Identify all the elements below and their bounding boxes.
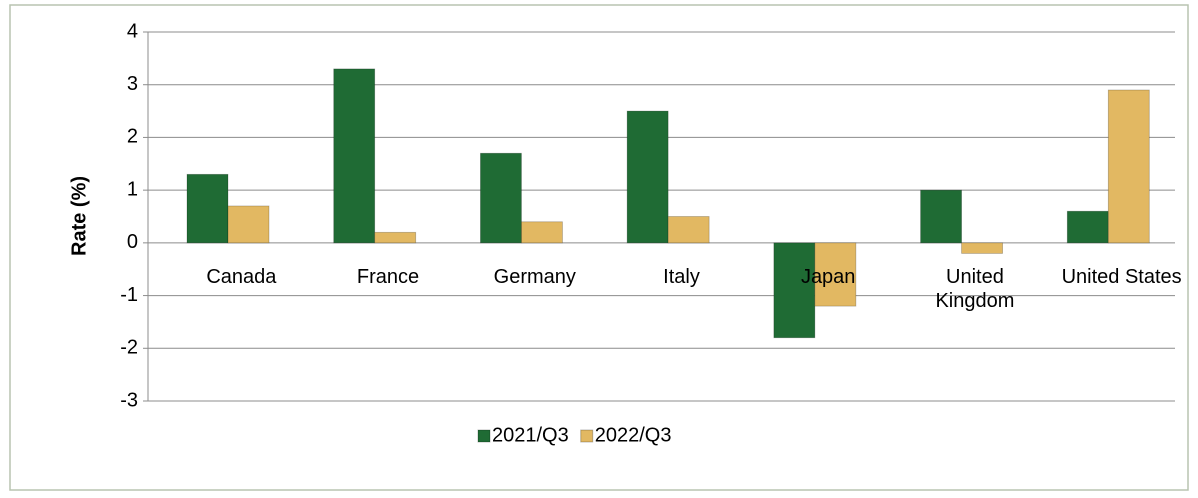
bar (920, 189, 962, 244)
y-tick-label: 2 (127, 126, 138, 148)
bar (521, 221, 563, 244)
y-tick-label: 1 (127, 178, 138, 200)
x-tick-label: United Kingdom (935, 265, 1015, 312)
bar (667, 216, 710, 244)
y-tick-label: -1 (120, 284, 138, 306)
y-tick-label: 0 (127, 231, 138, 253)
x-tick-label: Canada (206, 265, 277, 288)
x-tick-label: United States (1061, 265, 1182, 288)
x-tick-label: France (356, 265, 420, 288)
bar (1066, 210, 1109, 244)
bar (227, 205, 270, 244)
bar (961, 242, 1003, 254)
y-tick-label: -2 (120, 337, 138, 359)
y-axis-label: Rate (%) (68, 176, 90, 256)
bar (1107, 89, 1150, 244)
y-tick-label: -3 (120, 389, 138, 411)
x-tick-label: Japan (800, 265, 856, 288)
x-tick-label: Germany (493, 265, 576, 288)
bar (333, 68, 376, 244)
legend-swatch (477, 429, 491, 443)
chart-frame (9, 4, 1189, 491)
bar (374, 231, 417, 244)
bar (626, 110, 669, 244)
y-tick-label: 3 (127, 73, 138, 95)
bar (773, 242, 816, 339)
legend-swatch (580, 429, 594, 443)
legend-label: 2022/Q3 (595, 424, 672, 446)
bar (814, 242, 857, 307)
bar (186, 173, 229, 244)
x-tick-label: Italy (663, 265, 700, 288)
bar (480, 152, 522, 244)
legend-label: 2021/Q3 (492, 424, 569, 446)
y-tick-label: 4 (127, 20, 138, 42)
